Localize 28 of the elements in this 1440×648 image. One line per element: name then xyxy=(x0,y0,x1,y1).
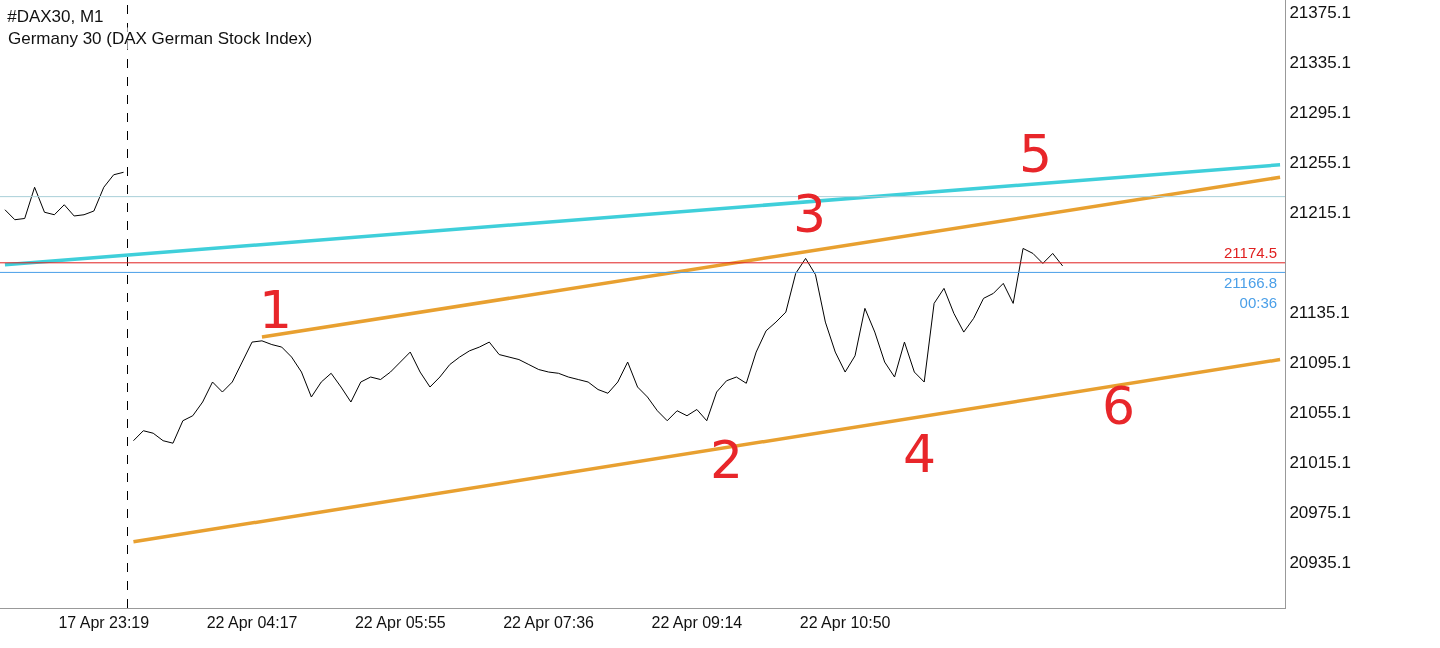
annotation: 3 xyxy=(793,184,827,244)
x-tick-label: 22 Apr 05:55 xyxy=(354,614,446,632)
text: Germany 30 (DAX German Stock Index) xyxy=(8,29,313,48)
annotation: 2 xyxy=(710,430,744,490)
y-tick-label: 21375.1 xyxy=(1289,3,1351,23)
x-tick-label: 17 Apr 23:19 xyxy=(58,614,150,632)
ref-line-label: 21166.8 00:36 xyxy=(1224,274,1278,311)
y-tick-label: 21095.1 xyxy=(1289,352,1351,372)
y-tick-label: 21335.1 xyxy=(1289,53,1351,73)
x-tick-label: 22 Apr 07:36 xyxy=(503,614,595,632)
annotation: 4 xyxy=(903,424,937,484)
x-tick-label: 22 Apr 10:50 xyxy=(799,614,891,632)
x-tick-label: 22 Apr 09:14 xyxy=(651,614,743,632)
annotation: 5 xyxy=(1019,124,1053,184)
x-tick-label: 22 Apr 04:17 xyxy=(206,614,298,632)
y-tick-label: 21215.1 xyxy=(1289,203,1351,223)
y-tick-label: 20935.1 xyxy=(1289,552,1351,572)
line-series xyxy=(4,171,125,221)
y-tick-label: 20975.1 xyxy=(1289,502,1351,522)
y-tick-label: 21295.1 xyxy=(1289,103,1351,123)
y-tick-label: 21055.1 xyxy=(1289,402,1351,422)
annotation: 1 xyxy=(259,280,293,340)
ref-line-label: 21174.5 xyxy=(1224,244,1278,261)
y-tick-label: 21255.1 xyxy=(1289,153,1351,173)
annotation: 6 xyxy=(1102,376,1136,436)
y-tick-label: 21015.1 xyxy=(1289,452,1351,472)
chart-title: #DAX30, M1 xyxy=(7,6,104,26)
y-tick-label: 21135.1 xyxy=(1289,302,1350,322)
